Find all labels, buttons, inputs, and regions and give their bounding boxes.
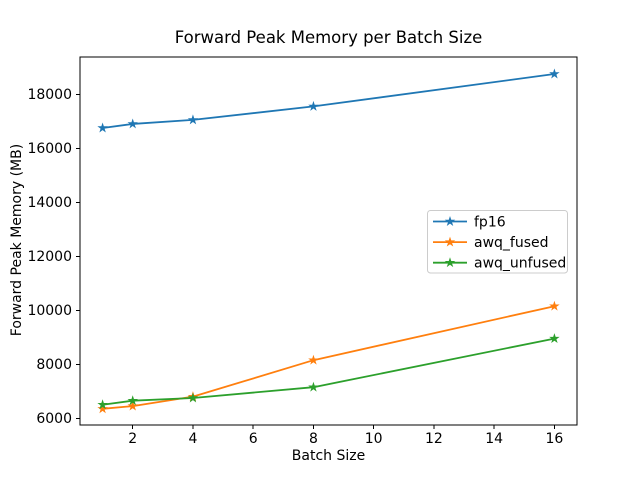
data-point-marker-awq_fused — [308, 354, 319, 365]
legend-label-awq_fused: awq_fused — [474, 235, 549, 251]
series-line-fp16 — [102, 73, 555, 129]
data-point-marker-awq_unfused — [127, 395, 138, 406]
y-tick-label: 8000 — [36, 357, 72, 373]
data-point-marker-awq_unfused — [187, 392, 199, 403]
data-point-marker-awq_unfused — [308, 381, 319, 392]
y-tick-label: 14000 — [27, 195, 72, 211]
legend-label-awq_unfused: awq_unfused — [474, 256, 566, 272]
legend-marker-fp16 — [444, 216, 456, 226]
y-axis-label: Forward Peak Memory (MB) — [9, 143, 25, 337]
x-tick-label: 8 — [309, 431, 318, 447]
data-point-marker-fp16 — [127, 118, 138, 129]
data-point-marker-awq_fused — [549, 300, 560, 311]
data-point-marker-fp16 — [97, 122, 108, 133]
data-point-marker-awq_fused — [97, 403, 108, 414]
x-tick-label: 12 — [425, 431, 443, 447]
x-tick-label: 2 — [128, 431, 137, 447]
data-point-marker-awq_unfused — [97, 399, 108, 410]
data-point-marker-fp16 — [308, 100, 319, 111]
legend-box — [427, 210, 568, 274]
x-tick-label: 16 — [545, 431, 563, 447]
series-line-awq_fused — [102, 305, 555, 410]
data-point-marker-awq_unfused — [549, 333, 560, 344]
x-tick-label: 14 — [485, 431, 503, 447]
legend-entry-awq_unfused: awq_unfused — [433, 256, 566, 272]
chart-title: Forward Peak Memory per Batch Size — [174, 28, 483, 47]
series-line-awq_unfused — [102, 337, 555, 406]
y-tick-label: 10000 — [27, 303, 72, 319]
y-tick-label: 12000 — [27, 249, 72, 265]
legend-entry-awq_fused: awq_fused — [433, 235, 549, 251]
x-tick-label: 4 — [188, 431, 197, 447]
data-point-marker-fp16 — [549, 68, 560, 79]
y-tick-label: 16000 — [27, 141, 72, 157]
legend-entry-fp16: fp16 — [433, 215, 506, 231]
y-tick-label: 6000 — [36, 411, 72, 427]
legend-marker-awq_unfused — [444, 257, 456, 268]
legend-label-fp16: fp16 — [474, 215, 506, 231]
y-tick-label: 18000 — [27, 87, 72, 103]
plot-border — [79, 56, 578, 426]
data-point-marker-awq_fused — [127, 400, 138, 411]
legend-marker-awq_fused — [444, 236, 456, 247]
x-tick-label: 10 — [365, 431, 383, 447]
data-point-marker-fp16 — [187, 114, 199, 125]
x-axis-label: Batch Size — [291, 448, 366, 464]
legend: fp16 awq_fused awq_unfused — [427, 210, 568, 274]
x-tick-label: 6 — [249, 431, 258, 447]
